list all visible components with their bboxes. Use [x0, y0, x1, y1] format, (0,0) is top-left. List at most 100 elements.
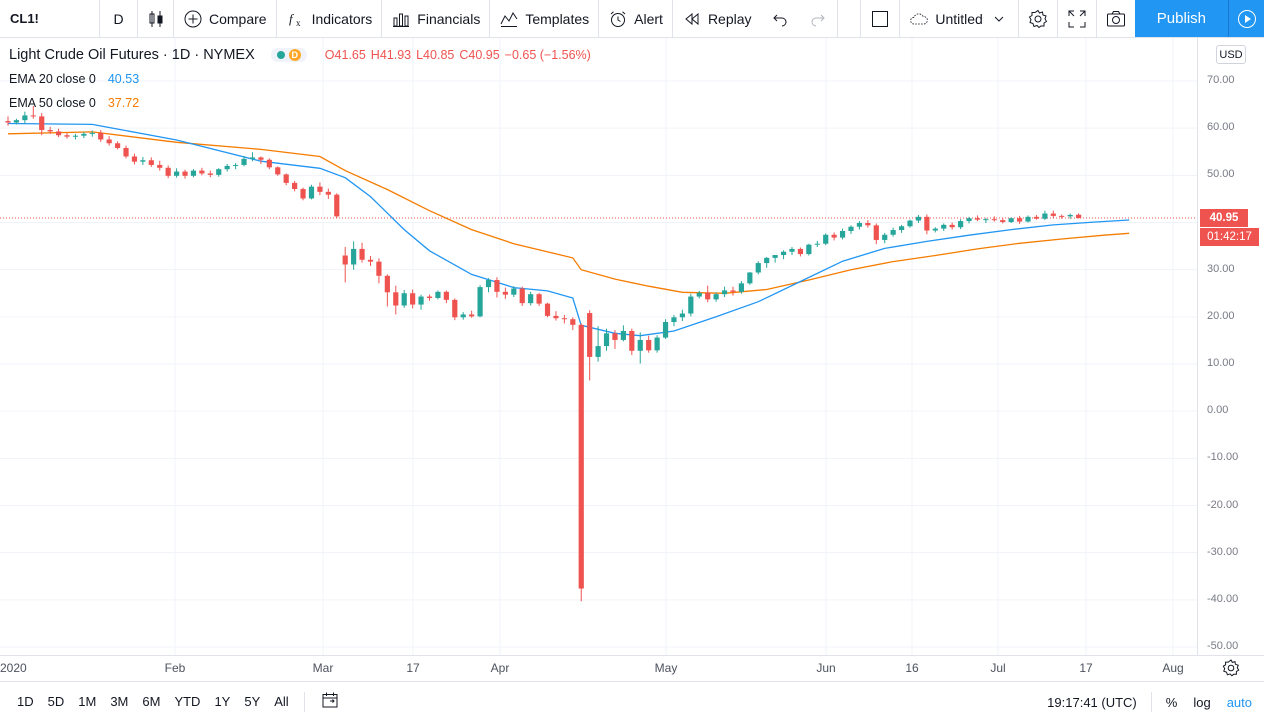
rewind-icon: [682, 9, 702, 29]
candle-body: [106, 139, 112, 144]
undo-button[interactable]: [761, 0, 799, 37]
auto-scale-button[interactable]: auto: [1226, 694, 1252, 710]
candle-body: [612, 333, 618, 340]
publish-menu-button[interactable]: [1228, 0, 1264, 37]
ema50-line: [7, 131, 1130, 294]
market-status-badge[interactable]: D: [270, 48, 307, 62]
candle-body: [410, 293, 416, 305]
select-mode-button[interactable]: [860, 0, 901, 37]
log-scale-button[interactable]: log: [1193, 694, 1211, 710]
candle-body: [747, 272, 753, 284]
redo-icon: [808, 9, 828, 29]
range-button-3m[interactable]: 3M: [110, 694, 129, 709]
delayed-data-icon: D: [288, 49, 301, 61]
time-tick-label: 16: [905, 661, 919, 675]
range-button-5y[interactable]: 5Y: [244, 694, 261, 709]
range-button-1m[interactable]: 1M: [78, 694, 97, 709]
price-tick-label: 0.00: [1207, 404, 1229, 417]
play-circle-icon: [1237, 9, 1257, 29]
utc-clock[interactable]: 19:17:41 (UTC): [1047, 694, 1137, 710]
candle-body: [199, 170, 205, 174]
fullscreen-button[interactable]: [1058, 0, 1097, 37]
resolution-button[interactable]: D: [100, 0, 138, 37]
templates-button[interactable]: Templates: [490, 0, 600, 37]
ema50-legend[interactable]: EMA 50 close 0 37.72: [9, 96, 139, 110]
high-value: H41.93: [370, 48, 412, 62]
series-title[interactable]: Light Crude Oil Futures · 1D · NYMEX: [9, 47, 255, 63]
candle-body: [401, 293, 407, 306]
candle-body: [207, 173, 213, 175]
candle-body: [721, 290, 728, 295]
candle-body: [561, 318, 567, 320]
candle-body: [848, 226, 854, 231]
compare-label: Compare: [209, 10, 267, 27]
range-button-5d[interactable]: 5D: [47, 694, 65, 709]
range-button-ytd[interactable]: YTD: [174, 694, 201, 709]
ema20-line: [7, 122, 1130, 337]
candle-body: [544, 303, 551, 316]
range-button-6m[interactable]: 6M: [142, 694, 161, 709]
series-legend: Light Crude Oil Futures · 1D · NYMEX D O…: [9, 47, 591, 63]
snapshot-button[interactable]: [1097, 0, 1135, 37]
ema20-label: EMA 20 close 0: [9, 72, 96, 86]
ema20-legend[interactable]: EMA 20 close 0 40.53: [9, 72, 139, 86]
publish-button[interactable]: Publish: [1134, 0, 1228, 37]
financials-button[interactable]: Financials: [382, 0, 491, 37]
layout-menu-button[interactable]: Untitled: [900, 0, 1019, 37]
candle-body: [629, 330, 635, 351]
candle-body: [915, 216, 922, 221]
range-button-1d[interactable]: 1D: [17, 694, 34, 709]
chart-type-button[interactable]: [138, 0, 174, 37]
candle-body: [148, 160, 154, 165]
candle-body: [705, 292, 711, 300]
time-tick-label: 17: [406, 661, 420, 675]
alert-button[interactable]: Alert: [599, 0, 673, 37]
candle-body: [64, 135, 70, 137]
candles-icon: [147, 9, 165, 29]
range-button-1y[interactable]: 1Y: [214, 694, 231, 709]
candle-body: [654, 337, 660, 351]
candle-body: [1050, 213, 1056, 216]
replay-button[interactable]: Replay: [673, 0, 761, 37]
candle-body: [81, 133, 87, 136]
currency-button[interactable]: USD: [1216, 45, 1246, 64]
replay-label: Replay: [707, 10, 752, 27]
candle-body: [1017, 218, 1023, 222]
candle-body: [334, 194, 340, 217]
go-to-date-button[interactable]: [313, 691, 347, 712]
settings-button[interactable]: [1019, 0, 1058, 37]
candle-body: [772, 255, 778, 258]
redo-button[interactable]: [799, 0, 838, 37]
percent-scale-button[interactable]: %: [1165, 694, 1178, 710]
candle-body: [376, 261, 382, 276]
axis-settings-button[interactable]: [1222, 659, 1240, 677]
price-tick-label: -50.00: [1207, 640, 1239, 652]
candle-body: [1033, 216, 1040, 219]
financials-label: Financials: [417, 10, 481, 27]
candle-body: [1059, 215, 1065, 217]
templates-icon: [499, 9, 519, 29]
range-button-all[interactable]: All: [274, 694, 289, 709]
candle-body: [317, 186, 323, 192]
candle-body: [536, 294, 542, 304]
price-tick-label: 70.00: [1207, 74, 1235, 86]
candle-body: [730, 290, 736, 292]
candle-body: [755, 263, 761, 273]
compare-button[interactable]: Compare: [174, 0, 277, 37]
candle-body: [477, 287, 483, 317]
candle-body: [283, 174, 289, 183]
price-tick-label: 50.00: [1207, 168, 1235, 181]
candle-body: [351, 248, 357, 265]
symbol-label: CL1!: [10, 11, 39, 26]
price-chart[interactable]: [0, 38, 1198, 655]
candle-body: [241, 158, 247, 165]
time-axis[interactable]: 2020 Feb Mar 17 Apr May Jun 16 Jul 17 Aug: [0, 655, 1264, 679]
time-tick-label: Apr: [490, 661, 510, 675]
bottom-right-controls: 19:17:41 (UTC) % log auto: [1033, 682, 1264, 721]
candle-body: [814, 243, 820, 245]
ema20-value: 40.53: [107, 72, 140, 86]
symbol-search-button[interactable]: CL1!: [0, 0, 100, 37]
candle-body: [342, 255, 348, 265]
